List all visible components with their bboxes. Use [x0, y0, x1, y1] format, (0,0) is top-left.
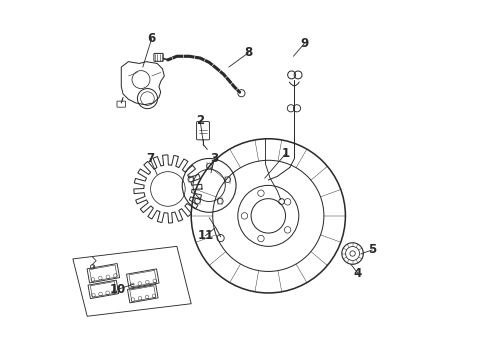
Text: 1: 1 [282, 147, 290, 159]
Text: 2: 2 [196, 114, 204, 127]
Text: 5: 5 [368, 243, 376, 256]
FancyBboxPatch shape [196, 122, 210, 140]
Text: 9: 9 [300, 37, 308, 50]
Text: 3: 3 [211, 152, 219, 165]
Text: 6: 6 [147, 32, 156, 45]
FancyBboxPatch shape [154, 53, 163, 61]
Text: 10: 10 [110, 283, 126, 296]
Text: 11: 11 [197, 229, 214, 242]
Text: 8: 8 [245, 46, 253, 59]
Text: 7: 7 [146, 152, 154, 165]
Text: 4: 4 [354, 267, 362, 280]
